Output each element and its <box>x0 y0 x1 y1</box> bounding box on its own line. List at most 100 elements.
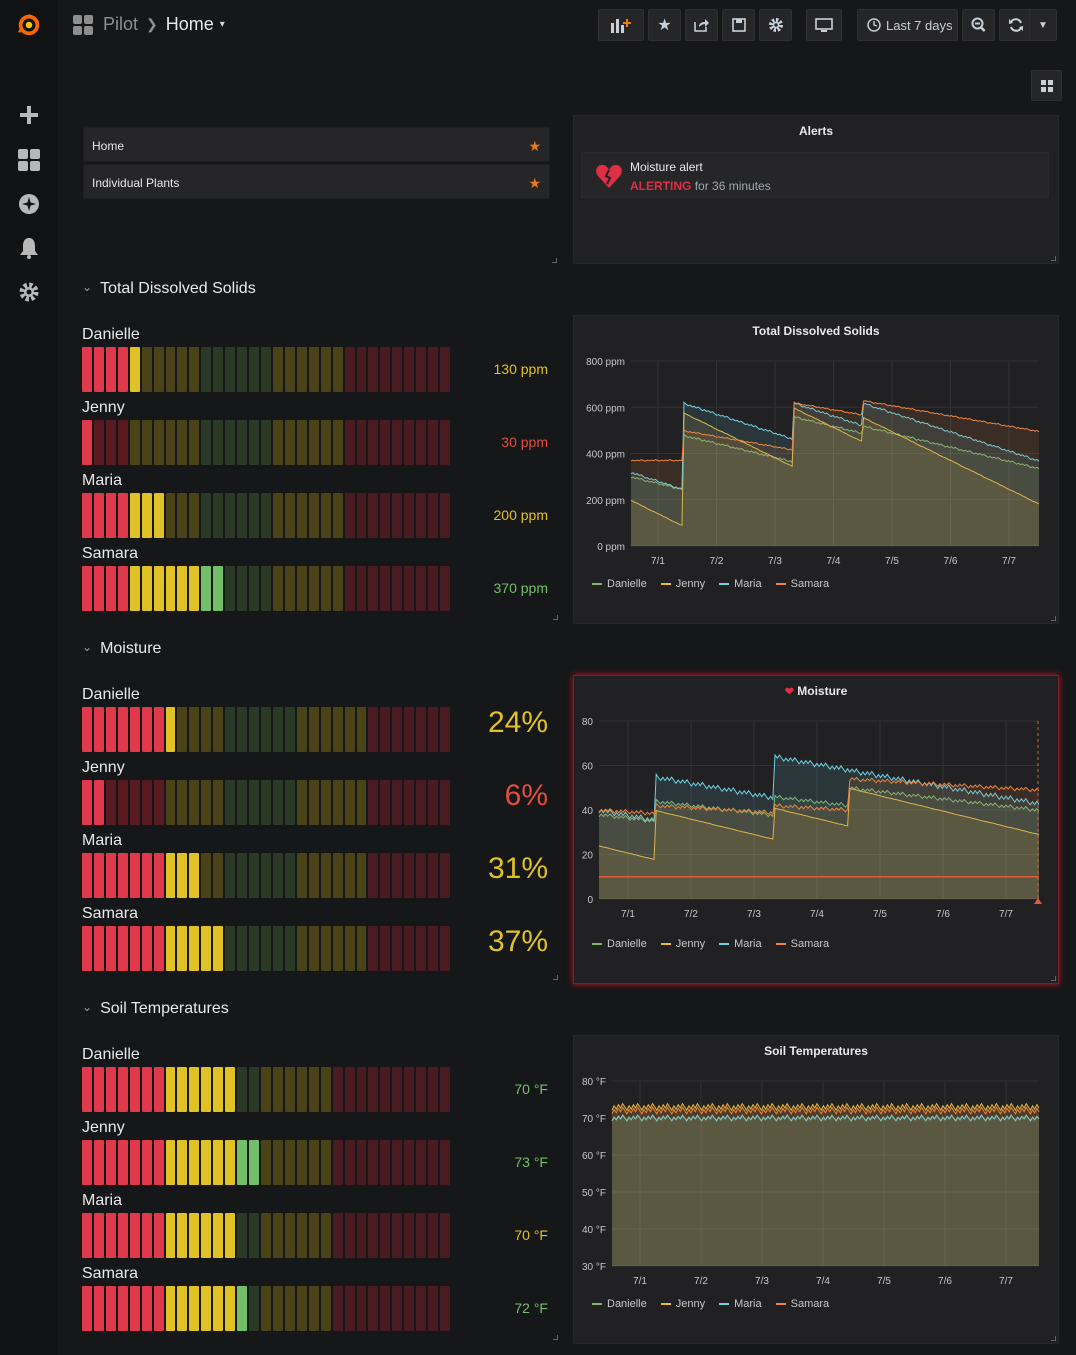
dashlist-item-home[interactable]: Home ★ <box>83 127 550 162</box>
legend-item[interactable]: Samara <box>775 938 829 950</box>
cycle-view-mode-button[interactable] <box>806 9 842 41</box>
panel-resize-handle[interactable] <box>552 258 557 263</box>
gauge-cell <box>392 420 403 465</box>
gauge-cell <box>380 420 391 465</box>
gauge-cell <box>296 347 307 392</box>
time-picker-button[interactable]: Last 7 days <box>857 9 958 41</box>
gauge-cell <box>356 493 367 538</box>
gauge-cell <box>261 853 271 898</box>
panel-layout-toggle-button[interactable] <box>1031 70 1062 101</box>
tds-graph[interactable]: 800 ppm 600 ppm 400 ppm 200 ppm 0 ppm 7/1 7/2 7… <box>574 346 1060 596</box>
gauge-cell <box>165 780 176 825</box>
gauge-cell <box>201 1067 212 1112</box>
panel-resize-handle[interactable] <box>553 975 558 980</box>
gauge-label: Jenny <box>82 759 125 776</box>
refresh-interval-dropdown[interactable]: ▼ <box>1029 9 1057 41</box>
gauge-cell <box>129 566 140 611</box>
breadcrumb-dashboard[interactable]: Home <box>165 14 214 34</box>
dashboard-settings-button[interactable] <box>759 9 792 41</box>
dashlist-item-individual-plants[interactable]: Individual Plants ★ <box>83 164 550 199</box>
panel-title[interactable]: Soil Temperatures <box>764 1044 868 1058</box>
x-tick-label: 7/5 <box>885 556 899 567</box>
legend-item[interactable]: Danielle <box>592 578 647 590</box>
legend-item[interactable]: Jenny <box>660 1298 705 1310</box>
gauge-cell <box>237 493 248 538</box>
row-title-soil-temperatures[interactable]: ⌄ Soil Temperatures <box>82 1000 229 1018</box>
temperature-graph-panel: Soil Temperatures 80 °F 70 °F 60 °F 50 °F 40… <box>573 1035 1059 1344</box>
refresh-button[interactable] <box>999 9 1032 41</box>
gauge-cell <box>368 1140 379 1185</box>
panel-resize-handle[interactable] <box>553 1335 558 1340</box>
gauge-cell <box>105 1213 116 1258</box>
gauge-cell <box>320 1067 331 1112</box>
gauge-cell <box>272 347 283 392</box>
gauge-cell <box>428 853 439 898</box>
alerting-bell-icon[interactable] <box>16 235 42 261</box>
panel-resize-handle[interactable] <box>1051 616 1056 621</box>
gauge-cell <box>416 347 427 392</box>
gauge-value: 130 ppm <box>493 361 548 377</box>
gauge-cell <box>129 420 140 465</box>
alert-list-item[interactable]: Moisture alert ALERTING for 36 minutes <box>581 152 1049 198</box>
gauge-cell <box>129 707 140 752</box>
row-title-moisture[interactable]: ⌄ Moisture <box>82 640 161 658</box>
star-icon[interactable]: ★ <box>528 175 541 191</box>
legend-item[interactable]: Samara <box>775 578 829 590</box>
star-dashboard-button[interactable]: ★ <box>648 9 681 41</box>
gauge-cell <box>189 493 200 538</box>
panel-resize-handle[interactable] <box>1051 1336 1056 1341</box>
gauge-cell <box>213 493 224 538</box>
temperature-graph[interactable]: 80 °F 70 °F 60 °F 50 °F 40 °F 30 °F 7/1 7/2 7/3 7… <box>574 1066 1060 1316</box>
legend-item[interactable]: Jenny <box>660 938 705 950</box>
x-tick-label: 7/5 <box>877 1276 891 1287</box>
series-line <box>611 1102 1040 1112</box>
legend-item[interactable]: Samara <box>775 1298 829 1310</box>
plus-icon[interactable] <box>16 102 42 128</box>
legend-item[interactable]: Maria <box>719 938 762 950</box>
save-dashboard-button[interactable] <box>722 9 755 41</box>
chevron-down-icon: ⌄ <box>82 1000 93 1014</box>
legend-item[interactable]: Danielle <box>592 938 647 950</box>
panel-title[interactable]: Alerts <box>798 124 833 138</box>
gauge-cell <box>356 926 367 971</box>
gauge-cell <box>344 1213 355 1258</box>
gauge-cell <box>416 493 427 538</box>
grafana-logo-icon[interactable] <box>16 12 42 38</box>
legend-item[interactable]: Danielle <box>592 1298 647 1310</box>
row-title-tds[interactable]: ⌄ Total Dissolved Solids <box>82 280 256 298</box>
panel-title[interactable]: ❤ Moisture <box>574 684 1058 698</box>
add-panel-button[interactable] <box>598 9 644 41</box>
configuration-gear-icon[interactable] <box>16 279 42 305</box>
gauge-cell <box>404 853 415 898</box>
moisture-graph[interactable]: 80 60 40 20 0 7/1 7/2 7/3 7/4 7/5 7/6 7/7 <box>574 706 1060 956</box>
legend-item[interactable]: Maria <box>719 578 762 590</box>
caret-down-icon[interactable]: ▾ <box>219 19 225 30</box>
legend-swatch-icon <box>660 583 671 585</box>
gauge-cell <box>344 420 355 465</box>
x-tick-label: 7/7 <box>999 1276 1013 1287</box>
gauge-cell <box>272 1286 283 1331</box>
gauge-cell <box>368 347 379 392</box>
legend-item[interactable]: Jenny <box>660 578 705 590</box>
panel-resize-handle[interactable] <box>1051 976 1056 981</box>
zoom-out-button[interactable] <box>962 9 995 41</box>
star-icon[interactable]: ★ <box>528 138 541 154</box>
gauge-label: Danielle <box>82 1046 140 1063</box>
gauge-cell <box>440 780 450 825</box>
gauge-cell <box>296 493 307 538</box>
panel-title[interactable]: Total Dissolved Solids <box>752 324 880 338</box>
gauge-cell <box>93 1213 104 1258</box>
explore-compass-icon[interactable] <box>16 191 42 217</box>
breadcrumb-folder[interactable]: Pilot <box>103 14 139 34</box>
gauge-cell <box>332 347 343 392</box>
share-dashboard-button[interactable] <box>685 9 718 41</box>
dashboards-icon[interactable] <box>16 147 42 173</box>
legend-item[interactable]: Maria <box>719 1298 762 1310</box>
gauge-cell <box>296 566 307 611</box>
row-title-label: Total Dissolved Solids <box>100 280 256 297</box>
series-line <box>630 400 1040 462</box>
panel-resize-handle[interactable] <box>553 615 558 620</box>
gauge-cell <box>344 1067 355 1112</box>
panel-resize-handle[interactable] <box>1051 256 1056 261</box>
gauge-cell <box>416 1140 427 1185</box>
